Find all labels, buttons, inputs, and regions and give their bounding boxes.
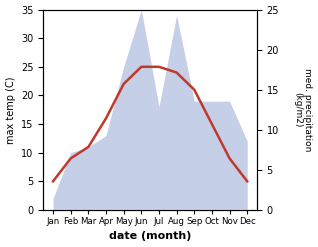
X-axis label: date (month): date (month) xyxy=(109,231,191,242)
Y-axis label: max temp (C): max temp (C) xyxy=(5,76,16,144)
Y-axis label: med. precipitation
(kg/m2): med. precipitation (kg/m2) xyxy=(293,68,313,151)
